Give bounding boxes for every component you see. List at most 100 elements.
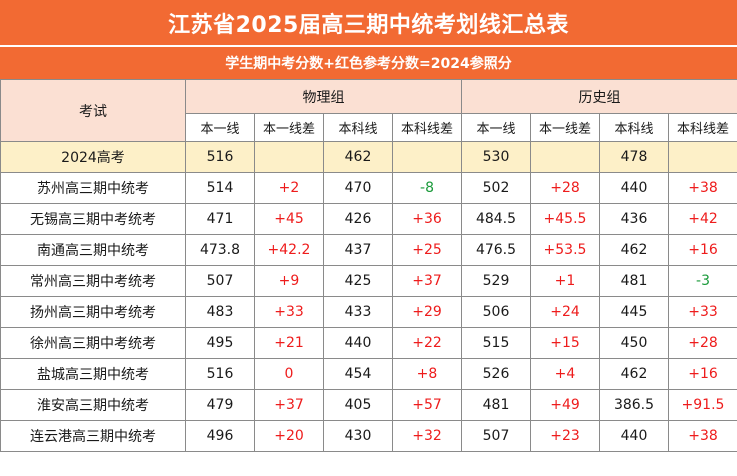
table-cell: 530: [461, 141, 531, 173]
table-cell: 516: [185, 141, 255, 173]
column-header: 本科线: [599, 113, 669, 142]
column-header: 本一线差: [530, 113, 600, 142]
diff-cell: +1: [530, 265, 600, 297]
table-cell: 462: [323, 141, 393, 173]
score-cell: 440: [323, 327, 393, 359]
reference-name: 2024高考: [0, 141, 186, 173]
column-header: 本一线: [185, 113, 255, 142]
diff-cell: 0: [254, 358, 324, 390]
diff-cell: +91.5: [668, 389, 737, 421]
diff-cell: -3: [668, 265, 737, 297]
table-cell: [254, 141, 324, 173]
score-cell: 514: [185, 172, 255, 204]
score-table: 考试 物理组 历史组 本一线 本一线差 本科线 本科线差 本一线 本一线差 本科…: [0, 79, 737, 452]
exam-name: 常州高三期中考统考: [0, 265, 186, 297]
column-header: 本一线: [461, 113, 531, 142]
diff-cell: +38: [668, 420, 737, 452]
diff-cell: +36: [392, 203, 462, 235]
score-cell: 471: [185, 203, 255, 235]
diff-cell: +20: [254, 420, 324, 452]
exam-name: 无锡高三期中考统考: [0, 203, 186, 235]
diff-cell: +8: [392, 358, 462, 390]
table-row: 徐州高三期中考统考 495 +21 440 +22 515 +15 450 +28: [0, 327, 737, 359]
score-cell: 479: [185, 389, 255, 421]
diff-cell: +42.2: [254, 234, 324, 266]
score-cell: 445: [599, 296, 669, 328]
score-cell: 481: [461, 389, 531, 421]
page-subtitle: 学生期中考分数+红色参考分数=2024参照分: [0, 45, 737, 79]
diff-cell: +21: [254, 327, 324, 359]
diff-cell: +37: [254, 389, 324, 421]
score-cell: 496: [185, 420, 255, 452]
diff-cell: -8: [392, 172, 462, 204]
diff-cell: +15: [530, 327, 600, 359]
exam-name: 扬州高三期中考统考: [0, 296, 186, 328]
table-row: 盐城高三期中统考 516 0 454 +8 526 +4 462 +16: [0, 358, 737, 390]
score-cell: 473.8: [185, 234, 255, 266]
table-row: 扬州高三期中考统考 483 +33 433 +29 506 +24 445 +33: [0, 296, 737, 328]
score-cell: 470: [323, 172, 393, 204]
exam-name: 南通高三期中统考: [0, 234, 186, 266]
score-cell: 484.5: [461, 203, 531, 235]
score-cell: 430: [323, 420, 393, 452]
page-title: 江苏省2025届高三期中统考划线汇总表: [0, 0, 737, 45]
diff-cell: +22: [392, 327, 462, 359]
diff-cell: +57: [392, 389, 462, 421]
diff-cell: +38: [668, 172, 737, 204]
diff-cell: +37: [392, 265, 462, 297]
reference-row: 2024高考 516 462 530 478: [0, 141, 737, 173]
diff-cell: +33: [668, 296, 737, 328]
score-cell: 506: [461, 296, 531, 328]
score-cell: 386.5: [599, 389, 669, 421]
exam-name: 苏州高三期中统考: [0, 172, 186, 204]
score-cell: 495: [185, 327, 255, 359]
exam-name: 连云港高三期中统考: [0, 420, 186, 452]
score-cell: 515: [461, 327, 531, 359]
history-group-header: 历史组: [461, 79, 737, 114]
exam-column-header: 考试: [0, 79, 186, 142]
score-cell: 440: [599, 420, 669, 452]
diff-cell: +28: [668, 327, 737, 359]
diff-cell: +45.5: [530, 203, 600, 235]
score-cell: 425: [323, 265, 393, 297]
column-header: 本一线差: [254, 113, 324, 142]
score-cell: 433: [323, 296, 393, 328]
diff-cell: +28: [530, 172, 600, 204]
physics-group-header: 物理组: [185, 79, 462, 114]
score-cell: 507: [461, 420, 531, 452]
diff-cell: +2: [254, 172, 324, 204]
diff-cell: +25: [392, 234, 462, 266]
table-cell: 478: [599, 141, 669, 173]
score-cell: 476.5: [461, 234, 531, 266]
exam-name: 徐州高三期中考统考: [0, 327, 186, 359]
table-row: 无锡高三期中考统考 471 +45 426 +36 484.5 +45.5 436 +42: [0, 203, 737, 235]
table-row: 连云港高三期中统考 496 +20 430 +32 507 +23 440 +38: [0, 420, 737, 452]
diff-cell: +53.5: [530, 234, 600, 266]
diff-cell: +49: [530, 389, 600, 421]
diff-cell: +42: [668, 203, 737, 235]
score-cell: 437: [323, 234, 393, 266]
exam-name: 淮安高三期中统考: [0, 389, 186, 421]
score-cell: 426: [323, 203, 393, 235]
table-cell: [668, 141, 737, 173]
column-header: 本科线差: [392, 113, 462, 142]
diff-cell: +23: [530, 420, 600, 452]
score-cell: 454: [323, 358, 393, 390]
score-cell: 405: [323, 389, 393, 421]
diff-cell: +24: [530, 296, 600, 328]
diff-cell: +32: [392, 420, 462, 452]
score-cell: 450: [599, 327, 669, 359]
score-cell: 462: [599, 358, 669, 390]
diff-cell: +16: [668, 234, 737, 266]
table-row: 南通高三期中统考 473.8 +42.2 437 +25 476.5 +53.5 462 +16: [0, 234, 737, 266]
header-group-row: 考试 物理组 历史组: [0, 79, 737, 142]
table-row: 常州高三期中考统考 507 +9 425 +37 529 +1 481 -3: [0, 265, 737, 297]
score-cell: 507: [185, 265, 255, 297]
table-row: 淮安高三期中统考 479 +37 405 +57 481 +49 386.5 +91.5: [0, 389, 737, 421]
column-header: 本科线: [323, 113, 393, 142]
diff-cell: +45: [254, 203, 324, 235]
score-cell: 483: [185, 296, 255, 328]
diff-cell: +16: [668, 358, 737, 390]
diff-cell: +9: [254, 265, 324, 297]
score-cell: 462: [599, 234, 669, 266]
